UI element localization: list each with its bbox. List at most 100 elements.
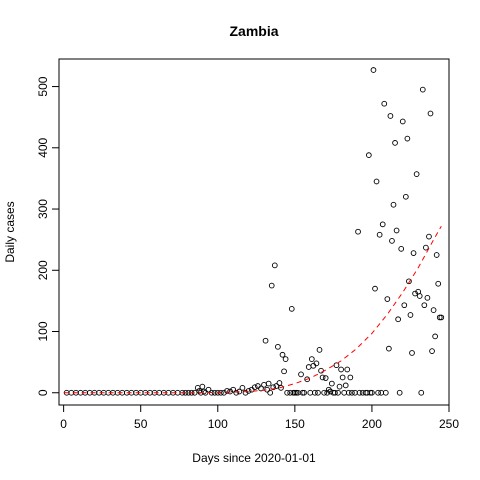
x-tick-label: 50 bbox=[134, 417, 148, 431]
data-point bbox=[392, 140, 398, 146]
data-point bbox=[421, 302, 428, 309]
data-point bbox=[347, 374, 354, 381]
x-axis: 0 50 100 150 200 250 bbox=[60, 405, 459, 431]
data-point bbox=[233, 389, 240, 396]
data-point bbox=[352, 389, 358, 396]
data-point bbox=[239, 385, 246, 391]
data-point bbox=[316, 347, 323, 353]
data-point bbox=[401, 302, 408, 309]
data-point bbox=[321, 389, 327, 396]
data-point bbox=[315, 389, 321, 396]
data-point bbox=[393, 227, 400, 234]
data-point bbox=[412, 290, 418, 297]
data-point bbox=[356, 389, 363, 396]
data-point bbox=[301, 389, 307, 396]
data-point bbox=[396, 389, 403, 396]
data-point bbox=[265, 380, 272, 387]
data-point bbox=[271, 262, 278, 269]
data-point bbox=[284, 389, 290, 396]
data-point bbox=[345, 389, 352, 396]
data-point bbox=[344, 366, 351, 373]
data-point bbox=[270, 384, 277, 391]
data-point bbox=[404, 135, 411, 142]
data-point bbox=[199, 383, 206, 390]
data-point bbox=[387, 113, 394, 119]
data-point bbox=[430, 307, 437, 313]
y-tick-label: 500 bbox=[36, 76, 50, 96]
data-point bbox=[251, 384, 258, 391]
data-point bbox=[275, 343, 281, 350]
data-point bbox=[406, 278, 412, 285]
data-point bbox=[312, 389, 318, 396]
data-point bbox=[267, 389, 274, 396]
x-tick-label: 150 bbox=[285, 417, 305, 431]
data-point bbox=[230, 386, 237, 393]
x-tick-label: 250 bbox=[439, 417, 459, 431]
data-point bbox=[413, 171, 420, 177]
data-point bbox=[438, 314, 445, 321]
data-point bbox=[423, 244, 429, 251]
data-point bbox=[395, 316, 401, 323]
data-point bbox=[339, 374, 346, 381]
data-point bbox=[336, 383, 343, 390]
data-point bbox=[429, 348, 435, 354]
data-point bbox=[258, 385, 264, 392]
data-point bbox=[402, 193, 409, 200]
x-tick-label: 0 bbox=[60, 417, 67, 431]
y-axis-label: Daily cases bbox=[3, 201, 17, 262]
data-point bbox=[307, 389, 314, 396]
data-point bbox=[384, 296, 391, 302]
data-point bbox=[382, 389, 389, 396]
data-point bbox=[367, 389, 374, 396]
data-point bbox=[418, 389, 425, 396]
data-point bbox=[288, 306, 295, 312]
data-point bbox=[332, 389, 338, 396]
data-point bbox=[291, 389, 298, 396]
data-point bbox=[378, 389, 385, 396]
data-point bbox=[372, 285, 378, 292]
data-point bbox=[381, 100, 388, 107]
data-point bbox=[322, 375, 329, 381]
data-point bbox=[376, 231, 383, 238]
data-point bbox=[370, 67, 377, 73]
chart-title: Zambia bbox=[229, 23, 278, 39]
y-tick-label: 200 bbox=[36, 260, 50, 280]
data-point bbox=[424, 294, 431, 301]
plot-frame bbox=[58, 58, 450, 406]
x-tick-label: 100 bbox=[208, 417, 228, 431]
y-tick-label: 100 bbox=[36, 321, 50, 341]
data-point bbox=[308, 356, 315, 362]
data-point bbox=[416, 293, 423, 299]
data-point bbox=[282, 356, 289, 362]
data-point bbox=[324, 389, 331, 396]
fit-curve bbox=[63, 225, 442, 394]
data-point bbox=[304, 376, 311, 383]
y-axis: 0 100 200 300 400 500 bbox=[36, 76, 59, 396]
data-point bbox=[369, 389, 375, 396]
data-point bbox=[268, 282, 275, 289]
x-axis-label: Days since 2020-01-01 bbox=[192, 451, 316, 465]
data-point bbox=[313, 360, 320, 367]
data-point bbox=[432, 333, 438, 340]
data-point bbox=[299, 389, 306, 396]
data-point bbox=[335, 389, 341, 396]
data-point bbox=[279, 351, 286, 358]
data-point bbox=[427, 110, 434, 117]
data-point bbox=[410, 250, 417, 256]
data-point bbox=[333, 362, 340, 369]
data-point bbox=[379, 221, 386, 228]
data-point bbox=[262, 337, 269, 344]
data-point bbox=[436, 314, 443, 321]
y-tick-label: 0 bbox=[36, 389, 50, 396]
data-points bbox=[63, 67, 445, 396]
data-point bbox=[390, 201, 397, 208]
data-point bbox=[389, 238, 395, 244]
data-point bbox=[245, 388, 252, 394]
data-point bbox=[399, 118, 406, 125]
data-point bbox=[281, 368, 287, 375]
data-point bbox=[426, 233, 432, 240]
y-tick-label: 300 bbox=[36, 199, 50, 219]
data-point bbox=[409, 350, 415, 356]
data-point bbox=[407, 312, 414, 318]
